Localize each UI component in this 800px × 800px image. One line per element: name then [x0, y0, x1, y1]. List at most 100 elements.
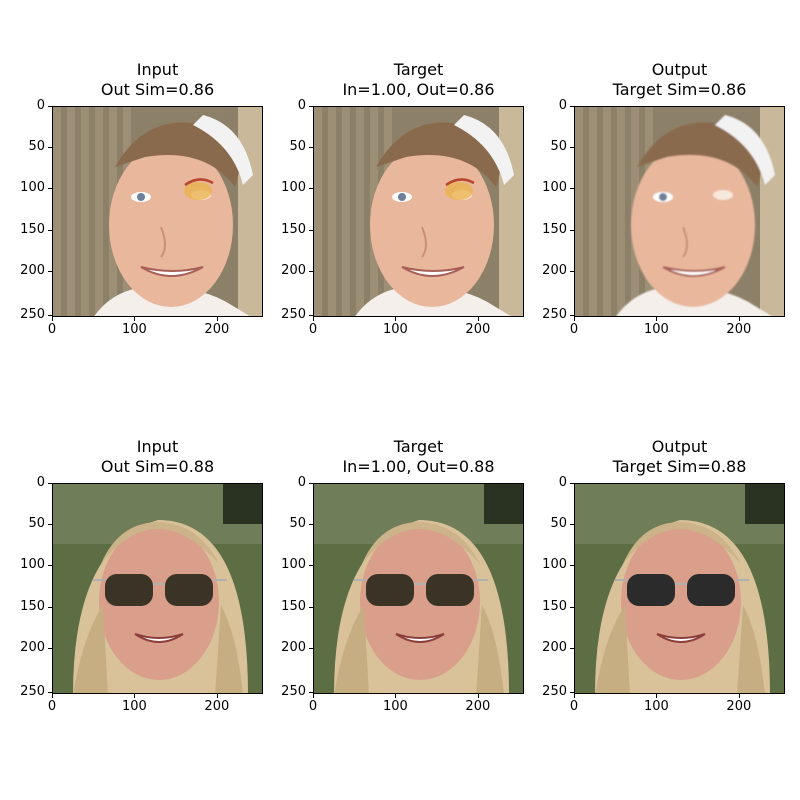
x-tick-mark	[216, 317, 218, 321]
y-tick-mark	[48, 188, 52, 190]
x-tick-mark	[216, 694, 218, 698]
y-tick-label: 50	[289, 516, 306, 532]
y-tick-label: 200	[20, 639, 45, 655]
y-tick-label: 250	[542, 307, 567, 323]
row1-target-image-axes	[313, 106, 524, 317]
x-tick-mark	[395, 317, 397, 321]
x-tick-label: 100	[644, 322, 669, 337]
y-tick-mark	[570, 106, 574, 107]
x-tick-mark	[656, 317, 658, 321]
y-tick-label: 200	[542, 262, 567, 278]
x-tick-label: 0	[308, 699, 318, 714]
row2-target-face-photo	[314, 484, 523, 693]
y-tick-label: 200	[542, 639, 567, 655]
x-tick-label: 0	[47, 322, 57, 337]
x-tick-mark	[738, 694, 740, 698]
row1-input-title-line1: Input	[136, 60, 179, 79]
row1-target-title-line2: In=1.00, Out=0.86	[342, 80, 495, 99]
y-tick-label: 250	[20, 684, 45, 700]
y-tick-mark	[570, 315, 574, 317]
y-tick-label: 150	[281, 598, 306, 614]
y-tick-label: 50	[550, 139, 567, 155]
row2-output-image-axes	[574, 483, 785, 694]
x-tick-label: 0	[569, 322, 579, 337]
row2-output-title-line1: Output	[651, 437, 708, 456]
y-tick-label: 250	[20, 307, 45, 323]
y-tick-label: 150	[542, 598, 567, 614]
row2-input-image-axes	[52, 483, 263, 694]
row1-output-title: Output Target Sim=0.86	[550, 60, 800, 100]
x-tick-mark	[134, 317, 136, 321]
y-tick-mark	[570, 229, 574, 231]
y-tick-label: 0	[297, 475, 306, 490]
x-tick-label: 0	[308, 322, 318, 337]
row2-input-title-line1: Input	[136, 437, 179, 456]
y-tick-mark	[48, 315, 52, 317]
y-tick-label: 0	[297, 98, 306, 113]
y-tick-mark	[48, 606, 52, 608]
row1-input-title: Input Out Sim=0.86	[28, 60, 288, 100]
x-tick-mark	[395, 694, 397, 698]
y-tick-label: 50	[289, 139, 306, 155]
y-tick-mark	[570, 647, 574, 649]
x-tick-mark	[656, 694, 658, 698]
row2-output-title: Output Target Sim=0.88	[550, 437, 800, 477]
x-tick-label: 100	[644, 699, 669, 714]
y-tick-label: 250	[281, 307, 306, 323]
y-tick-mark	[48, 692, 52, 694]
y-tick-label: 100	[542, 557, 567, 573]
row1-input-face-photo	[53, 107, 262, 316]
row2-output-title-line2: Target Sim=0.88	[612, 457, 747, 476]
row1-target-face-photo	[314, 107, 523, 316]
y-tick-mark	[570, 147, 574, 149]
x-tick-mark	[313, 317, 314, 321]
x-tick-mark	[313, 694, 314, 698]
y-tick-label: 100	[281, 557, 306, 573]
y-tick-mark	[309, 188, 313, 190]
x-tick-label: 100	[122, 699, 147, 714]
x-tick-mark	[52, 694, 53, 698]
x-tick-mark	[477, 317, 479, 321]
row1-output-title-line1: Output	[651, 60, 708, 79]
y-tick-label: 150	[542, 221, 567, 237]
y-tick-mark	[48, 647, 52, 649]
y-tick-label: 200	[281, 262, 306, 278]
x-tick-mark	[52, 317, 53, 321]
x-tick-label: 200	[465, 322, 491, 337]
row2-input-title: Input Out Sim=0.88	[28, 437, 288, 477]
y-tick-label: 150	[281, 221, 306, 237]
x-tick-label: 200	[204, 322, 230, 337]
x-tick-label: 200	[465, 699, 491, 714]
row1-output-title-line2: Target Sim=0.86	[612, 80, 747, 99]
row2-input-title-line2: Out Sim=0.88	[100, 457, 215, 476]
row1-output-image-axes	[574, 106, 785, 317]
x-tick-label: 200	[204, 699, 230, 714]
x-tick-mark	[574, 317, 575, 321]
y-tick-mark	[309, 565, 313, 567]
x-tick-label: 200	[726, 699, 752, 714]
y-tick-label: 200	[20, 262, 45, 278]
y-tick-mark	[570, 606, 574, 608]
x-tick-label: 100	[383, 322, 408, 337]
row1-target-title: Target In=1.00, Out=0.86	[289, 60, 549, 100]
row2-output-face-photo	[575, 484, 784, 693]
y-tick-mark	[48, 106, 52, 107]
row2-target-title-line2: In=1.00, Out=0.88	[342, 457, 495, 476]
x-tick-label: 0	[47, 699, 57, 714]
y-tick-mark	[309, 270, 313, 272]
y-tick-mark	[309, 483, 313, 484]
y-tick-mark	[570, 565, 574, 567]
y-tick-label: 250	[281, 684, 306, 700]
y-tick-mark	[570, 483, 574, 484]
y-tick-mark	[570, 692, 574, 694]
row1-input-title-line2: Out Sim=0.86	[100, 80, 215, 99]
y-tick-label: 250	[542, 684, 567, 700]
y-tick-mark	[309, 647, 313, 649]
y-tick-label: 0	[36, 475, 45, 490]
x-tick-mark	[738, 317, 740, 321]
y-tick-mark	[48, 270, 52, 272]
x-tick-label: 0	[569, 699, 579, 714]
row1-target-title-line1: Target	[393, 60, 444, 79]
row2-target-title: Target In=1.00, Out=0.88	[289, 437, 549, 477]
y-tick-label: 100	[20, 180, 45, 196]
